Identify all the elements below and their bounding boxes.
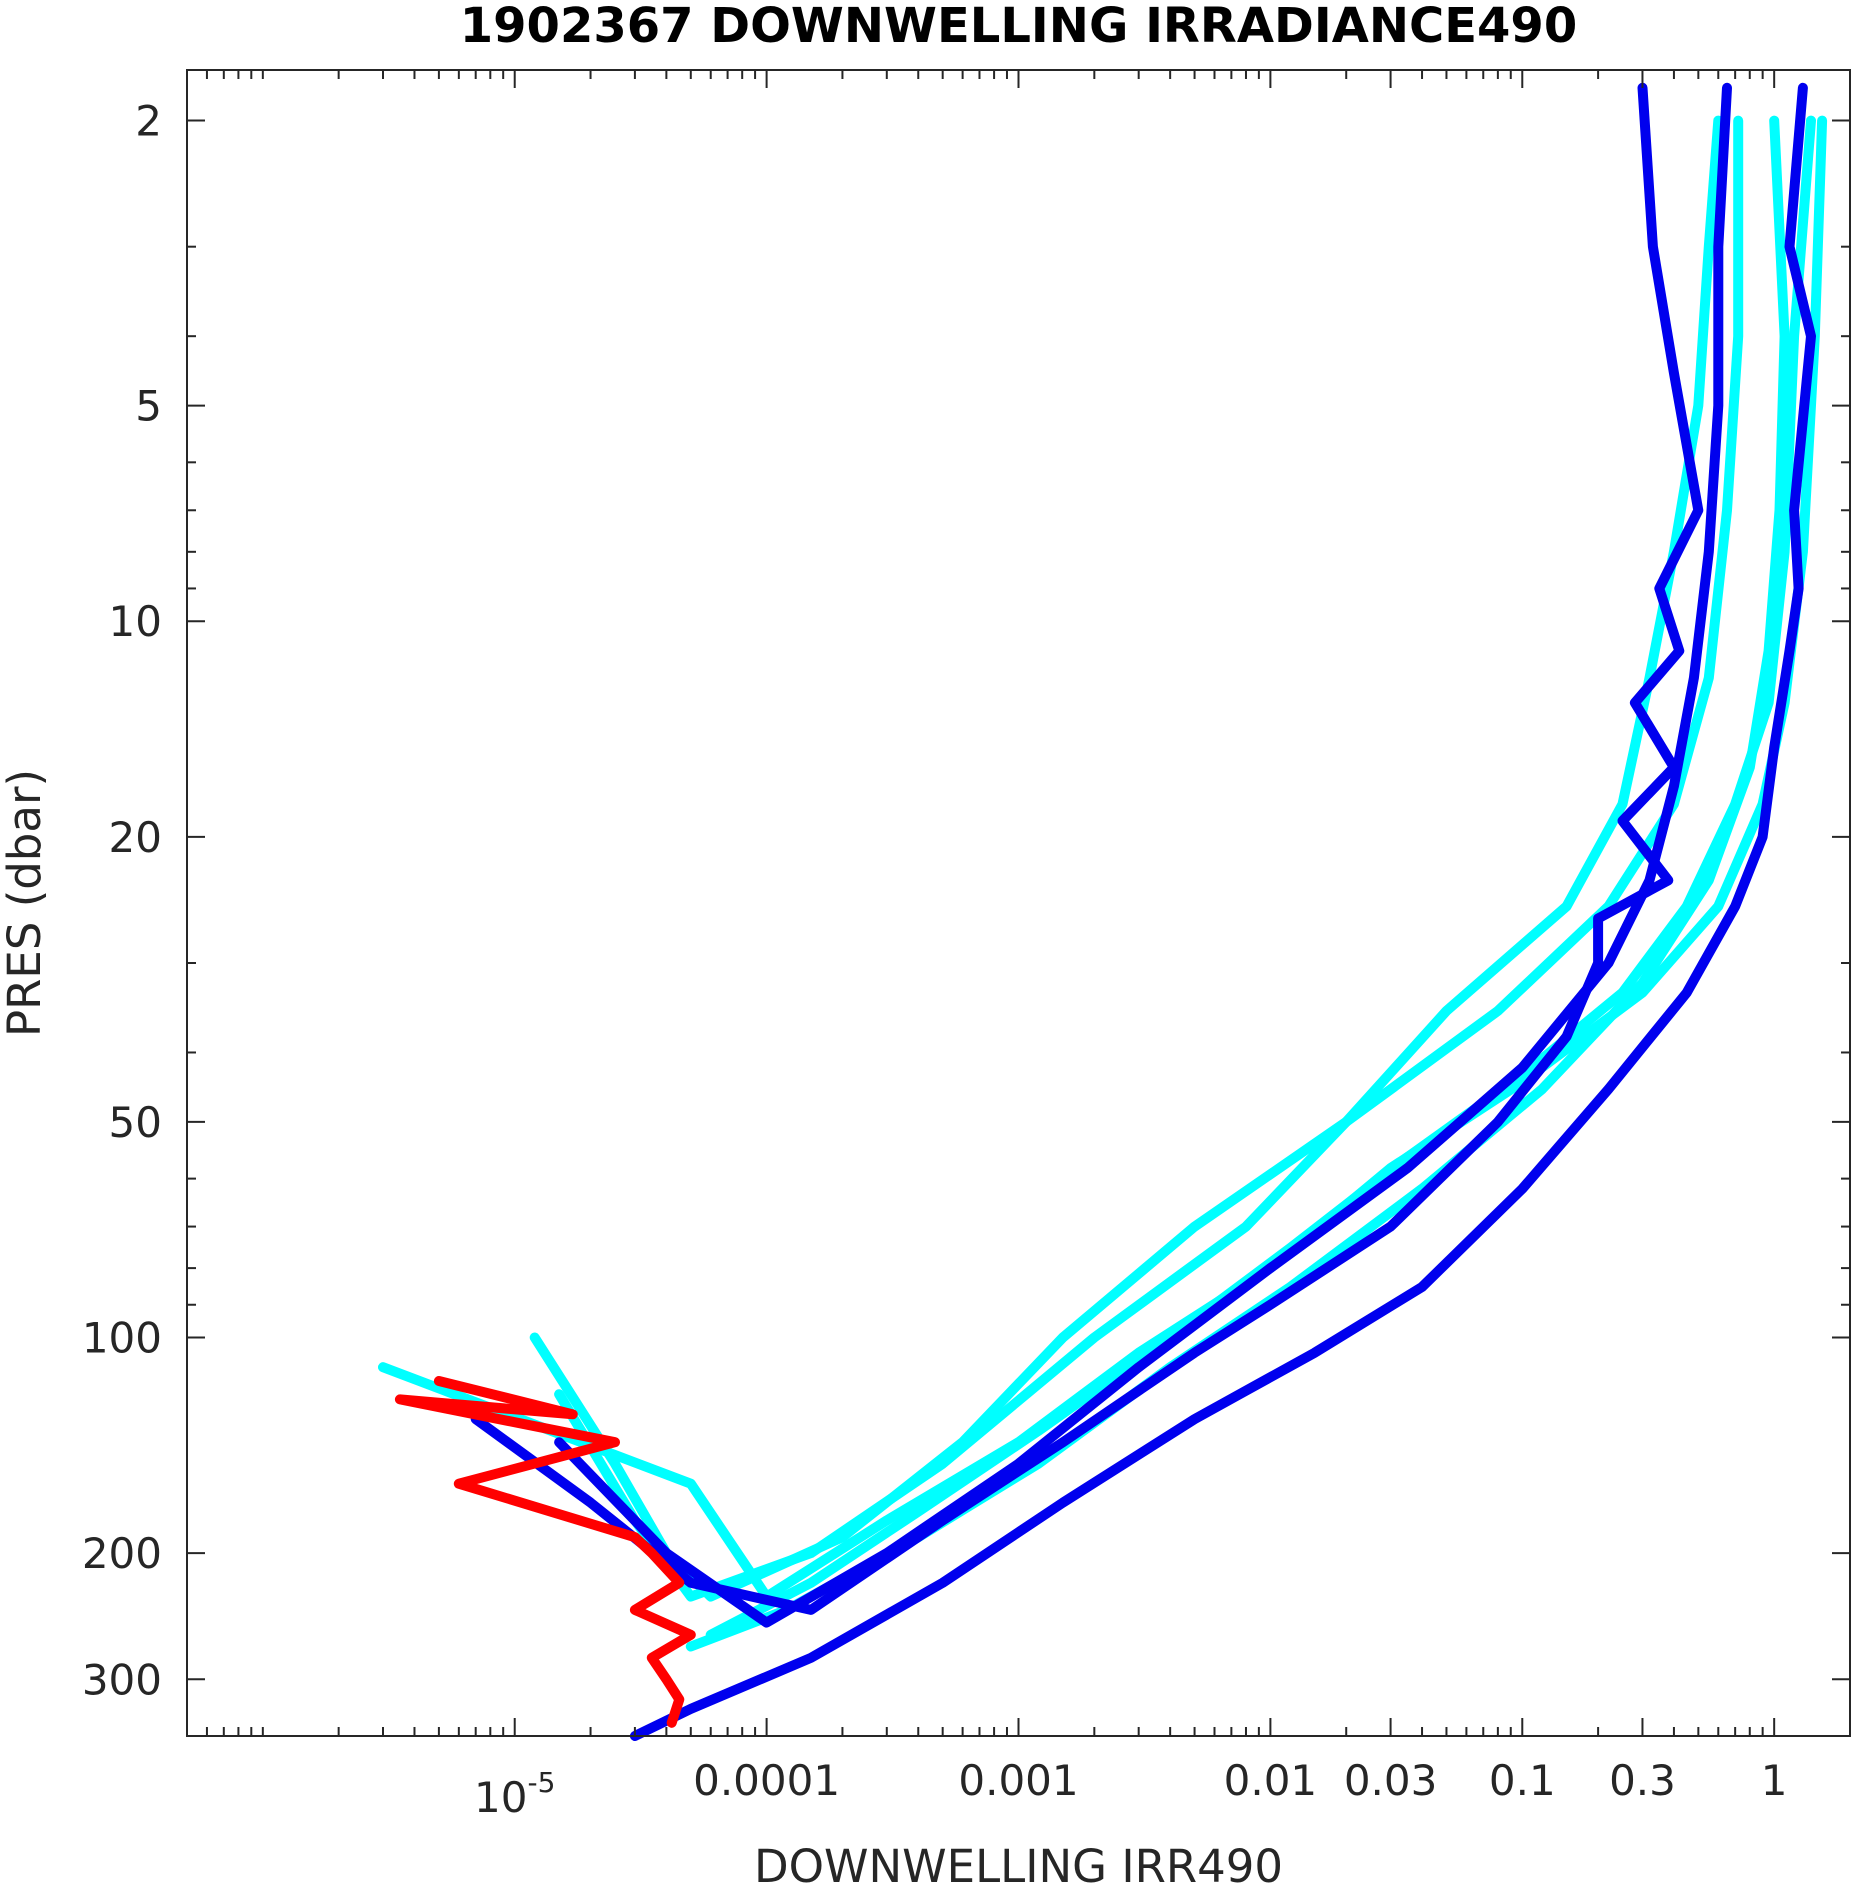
y-tick-label: 5 [135,382,162,431]
chart-title: 1902367 DOWNWELLING IRRADIANCE490 [460,0,1577,54]
series-line-cyan-1 [554,115,1724,1602]
series-line-blue-6 [470,82,1704,1615]
axis-ticks [186,70,1851,1736]
plot-area [378,82,1828,1741]
y-tick-label: 20 [109,813,162,862]
x-tick-label: 0.03 [1344,1756,1438,1805]
axes-frame [186,69,1851,1737]
series-line-blue-7 [554,82,1732,1628]
x-tick-label: 0.0001 [693,1756,840,1805]
y-tick-label: 50 [109,1098,162,1147]
series-line-red-9 [394,1376,696,1728]
y-tick-label: 2 [135,97,162,146]
x-tick-label: 1 [1761,1756,1788,1805]
y-tick-label: 300 [82,1655,162,1704]
x-tick-labels: 10-5 0.0001 0.001 0.01 0.03 0.1 0.3 1 [474,1756,1788,1822]
y-axis-label: PRES (dbar) [0,769,51,1037]
y-tick-label: 100 [82,1314,162,1363]
series-line-cyan-5 [378,115,1828,1602]
y-tick-labels: 2 5 10 20 50 100 200 300 [82,97,162,1705]
series-line-cyan-4 [705,115,1816,1640]
x-tick-label: 0.01 [1224,1756,1318,1805]
y-tick-label: 200 [82,1529,162,1578]
x-axis-label: DOWNWELLING IRR490 [754,1840,1283,1893]
x-tick-label: 0.001 [958,1756,1078,1805]
series-line-blue-8 [629,82,1816,1741]
x-tick-label: 0.3 [1609,1756,1676,1805]
y-tick-label: 10 [109,597,162,646]
x-tick-label: 10-5 [474,1766,555,1822]
x-tick-label: 0.1 [1489,1756,1556,1805]
